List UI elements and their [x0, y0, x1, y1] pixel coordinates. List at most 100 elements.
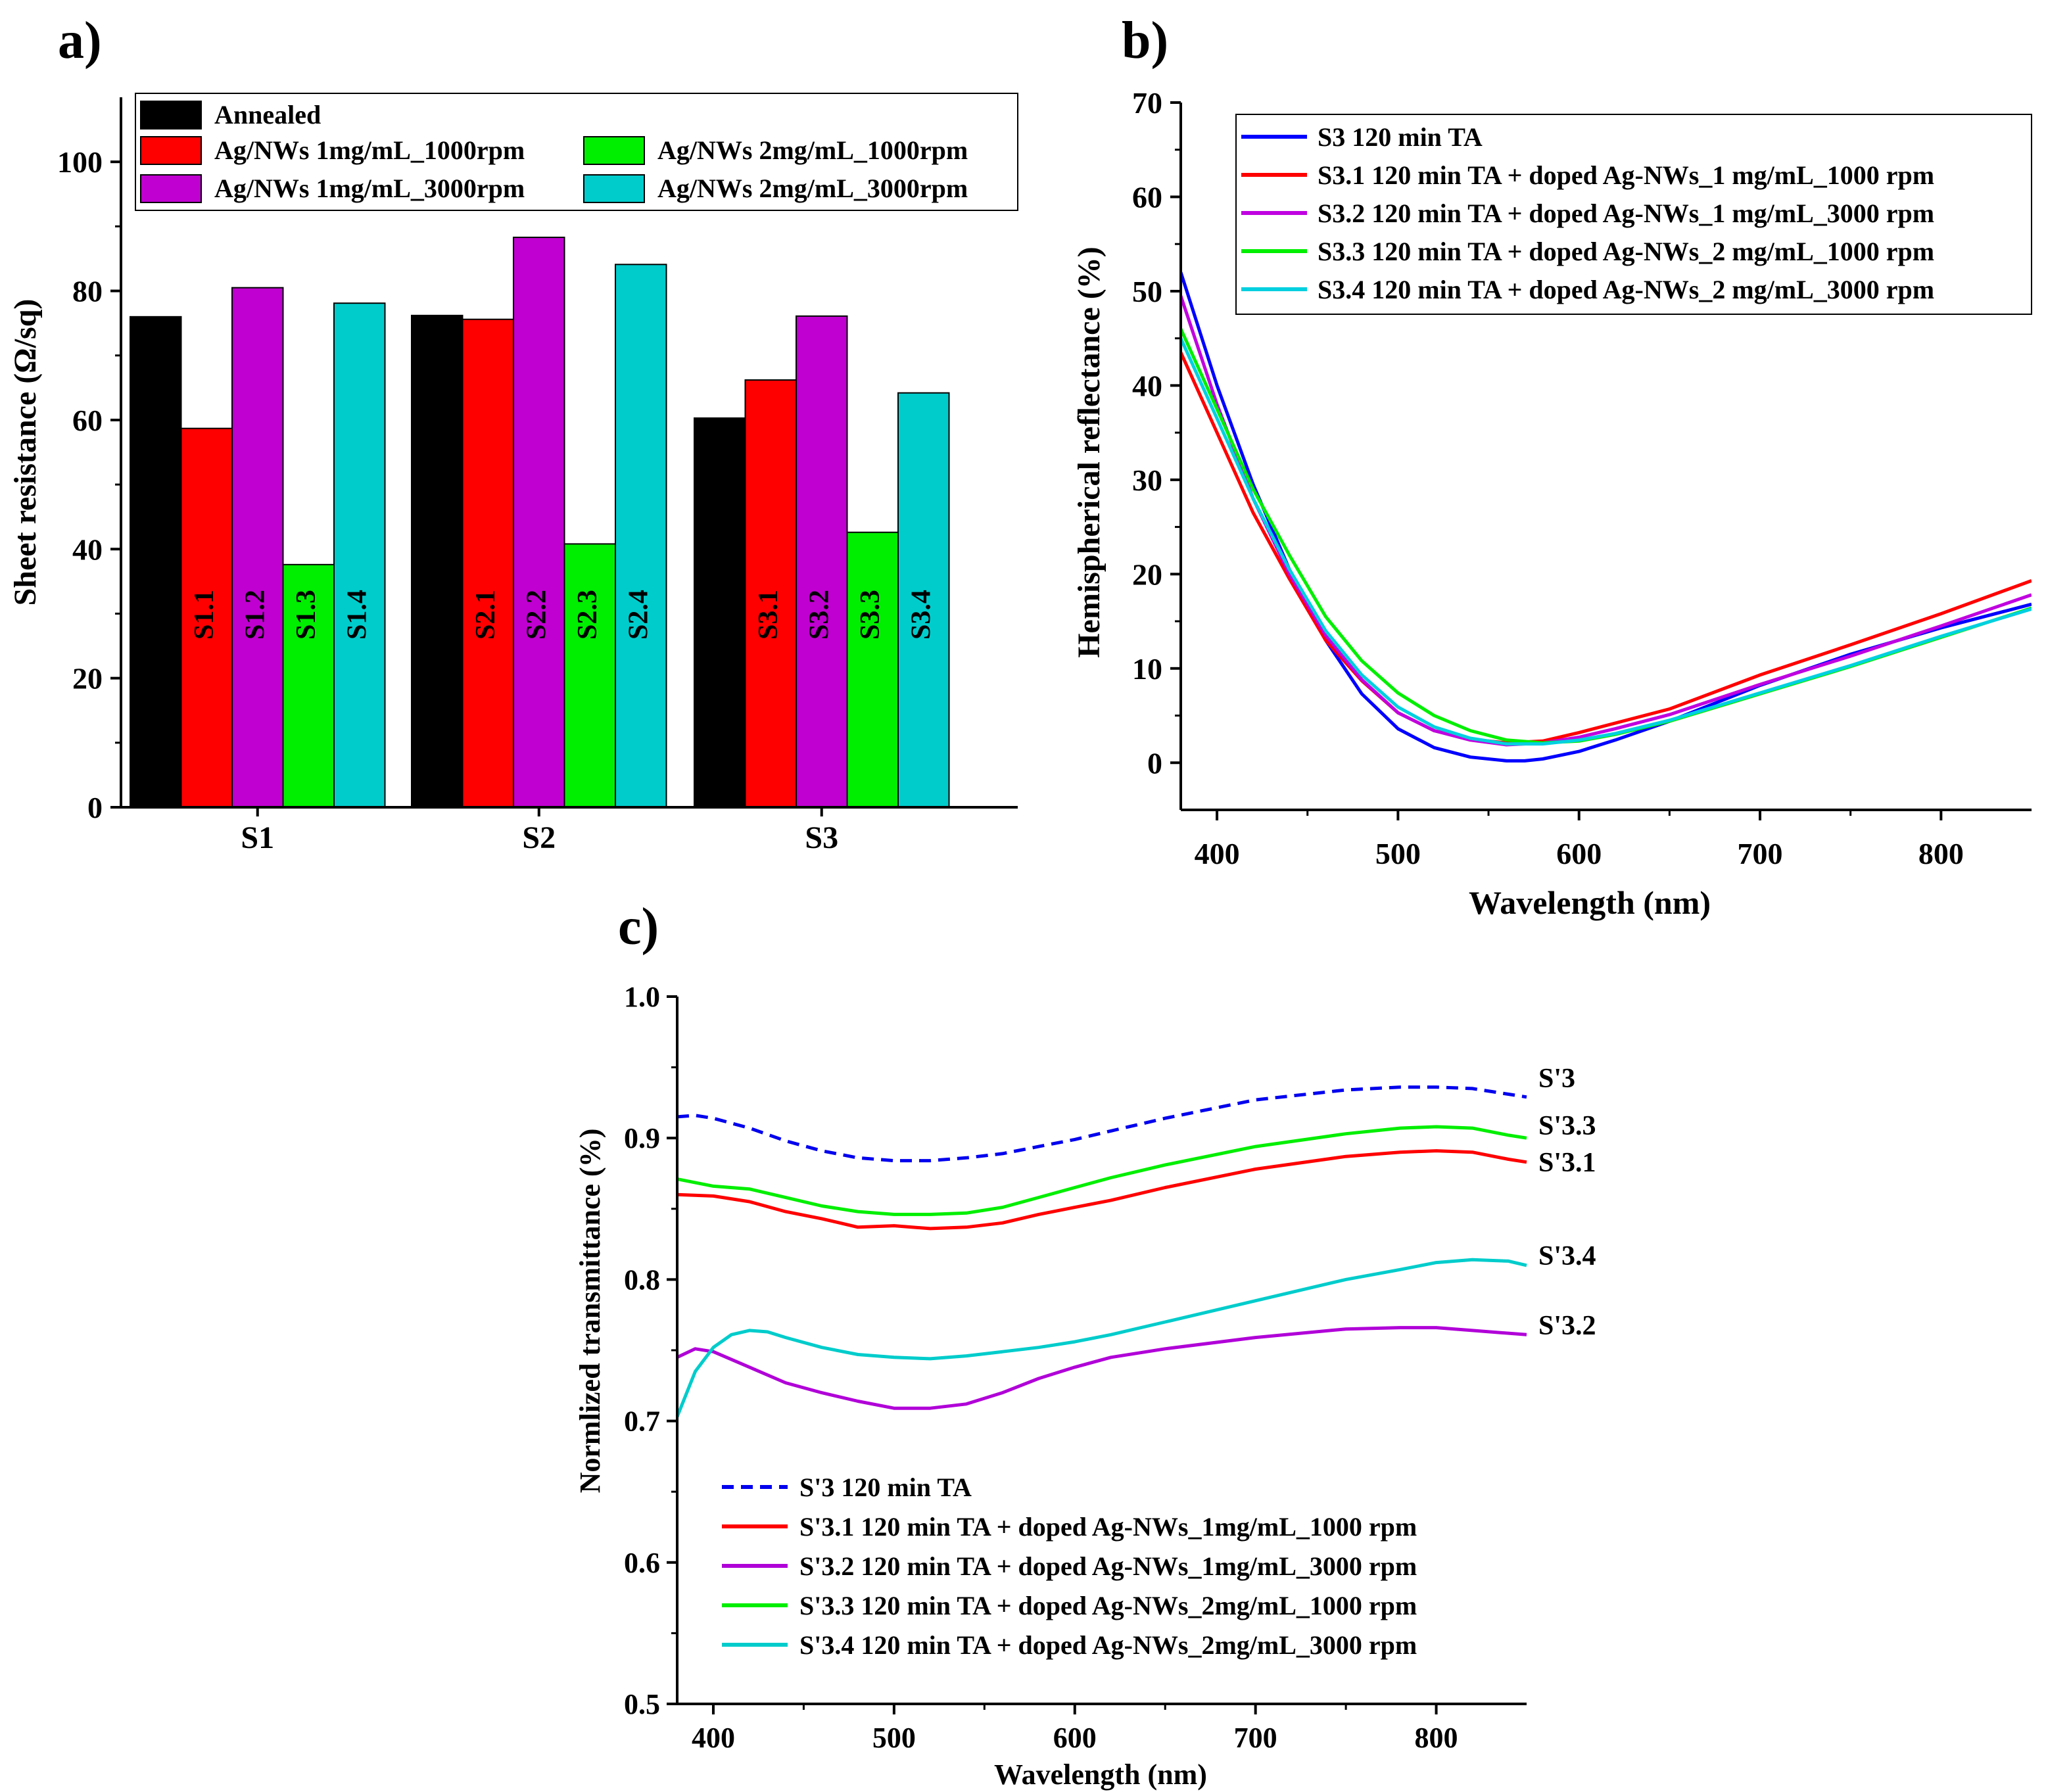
panel-c-series-line-2 — [676, 1326, 1527, 1410]
panel-c-x-tick-label: 600 — [1053, 1722, 1097, 1754]
panel-c-x-tick-label: 800 — [1415, 1722, 1458, 1754]
panel-a-y-tick-label: 0 — [87, 791, 103, 824]
panel-b-y-tick-label: 50 — [1132, 275, 1162, 308]
panel-c-series-group — [675, 1085, 1527, 1418]
bar-label-s3-2: S3.2 — [804, 590, 834, 640]
panel-c-y-axis-label: Normlized transmittance (%) — [574, 1129, 606, 1494]
panel-b-y-tick-label: 30 — [1132, 463, 1162, 497]
panel-a-y-tick-label: 100 — [57, 145, 103, 179]
panel-b-series-line-0 — [1181, 271, 2032, 763]
bar-label-s3-3: S3.3 — [855, 590, 886, 640]
bar-s2-series-1 — [462, 318, 514, 808]
panel-a-legend-label: Ag/NWs 1mg/mL_3000rpm — [214, 174, 525, 203]
panel-b-x-tick-label: 700 — [1738, 837, 1783, 870]
panel-c-y-tick-label: 0.7 — [624, 1405, 660, 1438]
panel-b-series-line-3 — [1181, 328, 2032, 745]
panel-a-y-tick-label: 20 — [72, 662, 103, 696]
panel-a-y-axis-label: Sheet resistance (Ω/sq) — [8, 299, 43, 606]
panel-a-legend-swatch — [140, 174, 202, 203]
panel-c-x-tick-label: 400 — [692, 1722, 735, 1754]
panel-c-y-tick-label: 1.0 — [624, 981, 660, 1013]
panel-c-x-tick-label: 700 — [1234, 1722, 1277, 1754]
panel-b-x-tick-label: 800 — [1918, 837, 1964, 870]
panel-label-b: b) — [1122, 12, 1168, 70]
panel-a-category-label: S1 — [241, 820, 274, 855]
panel-a-legend: Annealed Ag/NWs 1mg/mL_1000rpm Ag/NWs 1mg/… — [135, 93, 1018, 211]
panel-b-legend-label: S3.4 120 min TA + doped Ag-NWs_2 mg/mL_3… — [1318, 275, 1934, 304]
panel-b-x-tick-label: 600 — [1556, 837, 1602, 870]
panel-c-x-axis-label: Wavelength (nm) — [994, 1758, 1207, 1791]
panel-b-x-tick-label: 500 — [1375, 837, 1421, 870]
panel-b-legend-label: S3.2 120 min TA + doped Ag-NWs_1 mg/mL_3… — [1318, 199, 1934, 228]
panel-a-legend-swatch — [140, 101, 202, 130]
panel-a-legend-label: Ag/NWs 2mg/mL_3000rpm — [657, 174, 968, 203]
panel-a-bar-chart: Sheet resistance (Ω/sq) S1.1 S2.1 S3.1 S1.2… — [8, 93, 1018, 855]
bar-s1-series-1 — [180, 427, 233, 808]
panel-a-y-tick-label: 60 — [72, 404, 103, 437]
panel-c-end-label: S'3.1 — [1538, 1148, 1596, 1178]
panel-label-c: c) — [618, 898, 659, 956]
bar-s3-series-4 — [897, 392, 950, 808]
panel-c-y-tick-label: 0.8 — [624, 1263, 660, 1296]
panel-a-category-label: S3 — [805, 820, 838, 855]
panel-b-legend-label: S3.1 120 min TA + doped Ag-NWs_1 mg/mL_1… — [1318, 160, 1934, 190]
panel-b-legend-box — [1235, 114, 2032, 315]
bar-s3-series-1 — [744, 379, 797, 808]
bar-label-s1-4: S1.4 — [342, 590, 372, 640]
panel-b-y-tick-label: 0 — [1147, 746, 1162, 780]
panel-b-legend: S3 120 min TA S3.1 120 min TA + doped Ag-… — [1235, 114, 2032, 315]
panel-c-series-line-4 — [675, 1258, 1527, 1418]
panel-a-y-tick-label: 80 — [72, 275, 103, 308]
panel-b-y-tick-label: 20 — [1132, 557, 1162, 591]
panel-c-end-label: S'3 — [1538, 1064, 1575, 1094]
bar-s2-series-3 — [563, 543, 616, 808]
bar-s1-series-4 — [333, 302, 386, 808]
panel-c-y-tick-label: 0.5 — [624, 1688, 660, 1720]
panel-a-legend-label: Ag/NWs 1mg/mL_1000rpm — [214, 135, 525, 165]
bar-label-s1-3: S1.3 — [291, 590, 321, 640]
panel-b-legend-label: S3.3 120 min TA + doped Ag-NWs_2 mg/mL_1… — [1318, 237, 1934, 266]
bar-s3-series-0 — [694, 417, 746, 808]
panel-a-legend-swatch — [583, 136, 645, 165]
panel-b-legend-label: S3 120 min TA — [1318, 122, 1483, 152]
panel-c-legend-label: S'3.4 120 min TA + doped Ag-NWs_2mg/mL_3… — [799, 1630, 1417, 1660]
panel-c-series-line-1 — [677, 1149, 1527, 1231]
bar-s2-series-0 — [411, 314, 464, 808]
panel-b-series-line-4 — [1181, 337, 2032, 746]
bar-s1-series-3 — [282, 563, 335, 808]
bar-s2-series-2 — [513, 237, 565, 808]
panel-a-legend-box — [135, 93, 1018, 211]
panel-a-legend-label: Annealed — [214, 100, 321, 130]
panel-c-series-line-0 — [677, 1085, 1527, 1163]
panel-b-series-line-1 — [1181, 352, 2032, 745]
bar-label-s2-3: S2.3 — [573, 590, 603, 640]
panel-c-end-label: S'3.3 — [1538, 1111, 1596, 1141]
panel-c-legend-label: S'3.1 120 min TA + doped Ag-NWs_1mg/mL_1… — [799, 1512, 1417, 1542]
bar-label-s2-1: S2.1 — [471, 590, 501, 640]
panel-b-line-chart: Hemispherical reflectance (%) Wavelength… — [1072, 86, 2032, 921]
panel-c-series-line-3 — [677, 1125, 1527, 1216]
panel-c-y-tick-label: 0.9 — [624, 1122, 660, 1154]
panel-b-y-tick-label: 40 — [1132, 369, 1162, 402]
panel-b-series-line-2 — [1181, 295, 2032, 747]
panel-c-legend: S'3 120 min TA S'3.1 120 min TA + doped A… — [722, 1473, 1417, 1660]
bar-label-s2-2: S2.2 — [521, 590, 552, 640]
panel-c-legend-label: S'3.2 120 min TA + doped Ag-NWs_1mg/mL_3… — [799, 1551, 1417, 1581]
panel-a-category-label: S2 — [522, 820, 556, 855]
bar-label-s1-2: S1.2 — [240, 590, 270, 640]
panel-b-y-axis-label: Hemispherical reflectance (%) — [1072, 247, 1106, 658]
panel-c-legend-label: S'3.3 120 min TA + doped Ag-NWs_2mg/mL_1… — [799, 1591, 1417, 1620]
panel-b-x-tick-label: 400 — [1195, 837, 1240, 870]
panel-a-legend-label: Ag/NWs 2mg/mL_1000rpm — [657, 135, 968, 165]
bar-s3-series-2 — [796, 315, 848, 808]
panel-c-line-chart: Normlized transmittance (%) Wavelength (… — [574, 981, 1596, 1791]
panel-c-y-tick-label: 0.6 — [624, 1547, 660, 1579]
bar-label-s1-1: S1.1 — [189, 590, 220, 640]
bar-label-s3-4: S3.4 — [906, 590, 936, 640]
panel-b-x-axis-label: Wavelength (nm) — [1469, 884, 1711, 921]
bar-label-s3-1: S3.1 — [753, 590, 784, 640]
panel-a-y-tick-label: 40 — [72, 532, 103, 566]
panel-label-a: a) — [58, 12, 102, 70]
bar-s1-series-2 — [231, 287, 284, 808]
